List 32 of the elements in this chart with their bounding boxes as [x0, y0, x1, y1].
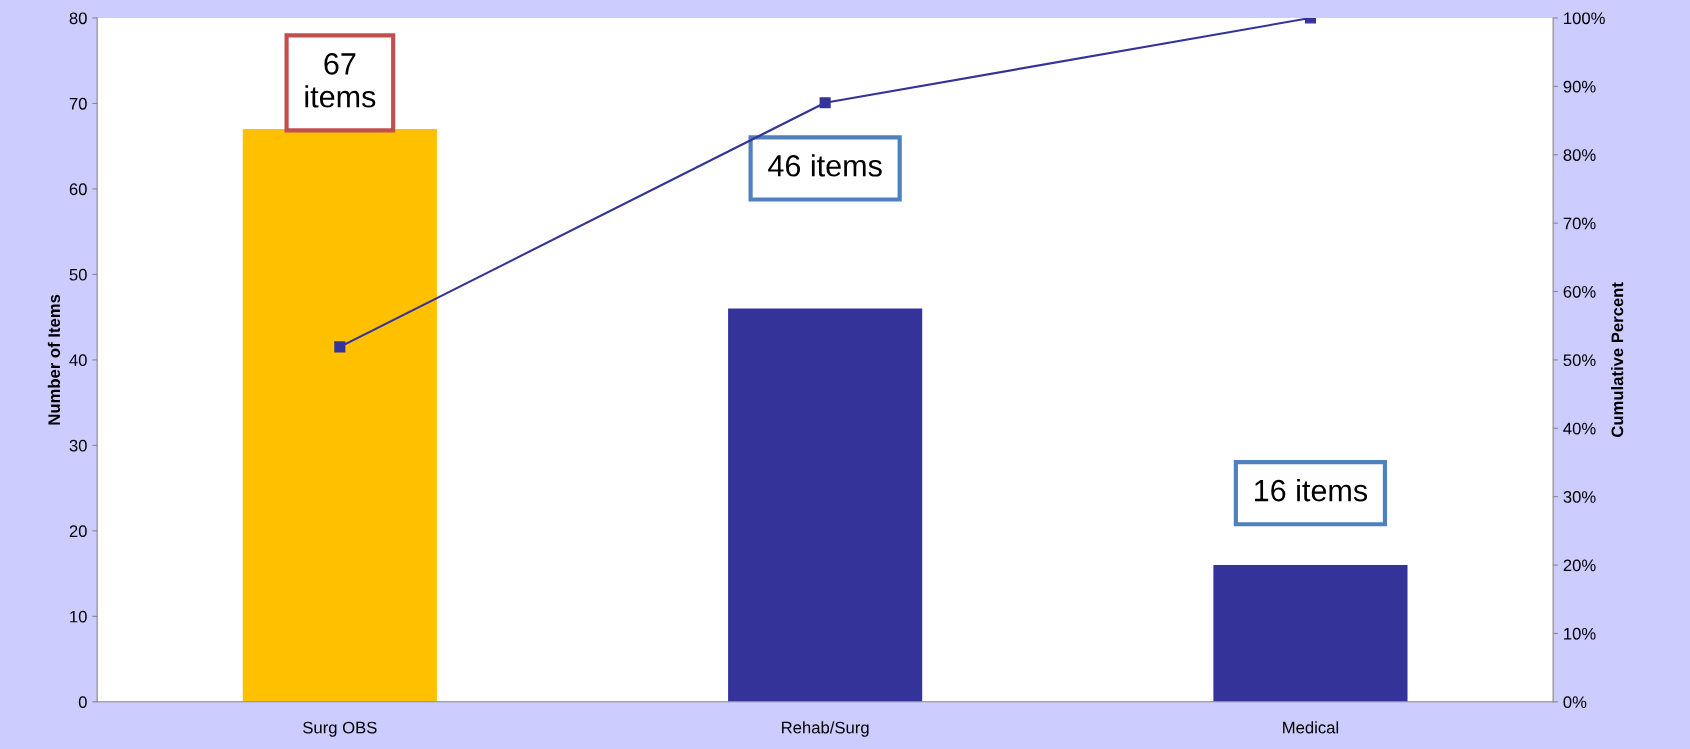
y2-tick-label: 40% — [1563, 422, 1596, 435]
bar — [728, 308, 923, 702]
y2-tick-label: 30% — [1563, 491, 1596, 503]
annotation: 46 items — [768, 154, 882, 177]
y-tick-label: 60 — [69, 183, 87, 196]
annotation: 67 items — [305, 53, 376, 108]
y2-tick-label: 10% — [1564, 627, 1596, 640]
y2-tick-label: 20% — [1563, 559, 1596, 572]
y-tick-label: 50 — [69, 268, 87, 281]
point — [819, 97, 831, 109]
y-tick-label: 20 — [69, 525, 87, 538]
y-tick-label: 0 — [78, 696, 87, 709]
point — [334, 341, 346, 353]
y-tick-label: 30 — [69, 439, 87, 452]
y2-axis-title: Cumulative Percent — [1611, 282, 1624, 438]
y-axis-title: Number of Items — [47, 294, 61, 425]
y2-tick-label: 50% — [1563, 354, 1596, 367]
y2-tick-label: 90% — [1563, 80, 1596, 93]
x-tick-label: Rehab/Surg — [782, 721, 869, 737]
y-tick-label: 10 — [70, 610, 87, 623]
y2-tick-label: 60% — [1563, 285, 1596, 298]
y-tick-label: 40 — [69, 354, 87, 367]
y2-tick-label: 70% — [1563, 217, 1596, 230]
x-tick-label: Medical — [1283, 721, 1339, 734]
x-tick-label: Surg OBS — [303, 721, 377, 737]
y2-tick-label: 0% — [1563, 696, 1587, 709]
y-tick-label: 80 — [69, 12, 87, 25]
annotation: 16 items — [1255, 479, 1368, 502]
y2-tick-label: 80% — [1563, 149, 1596, 161]
bar — [1213, 565, 1408, 702]
y-tick-label: 70 — [69, 97, 87, 110]
y2-tick-label: 100% — [1564, 12, 1605, 25]
